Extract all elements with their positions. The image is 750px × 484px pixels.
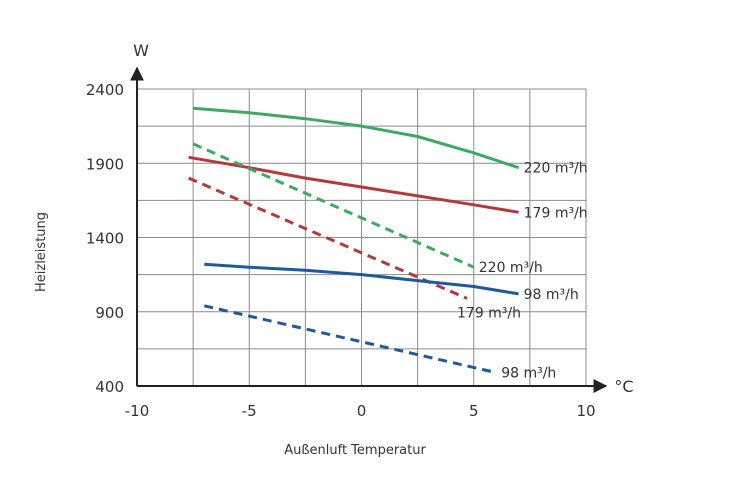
x-tick-label: 5 [469, 402, 479, 420]
y-tick-label: 400 [95, 378, 124, 396]
y-tick-label: 1400 [86, 230, 124, 248]
series-line [192, 142, 475, 269]
series-label: 98 m³/h [524, 287, 579, 303]
x-tick-label: -5 [242, 402, 257, 420]
series-label: 220 m³/h [479, 260, 543, 276]
series-label: 179 m³/h [457, 305, 521, 321]
y-tick-label: 2400 [86, 81, 124, 99]
series-label: 98 m³/h [501, 366, 556, 382]
x-unit-label: °C [614, 377, 633, 396]
y-axis-title: Heizleistung [34, 212, 49, 292]
y-tick-label: 1900 [86, 155, 124, 173]
series-line [192, 106, 520, 170]
y-unit-label: W [133, 41, 149, 60]
series-line [203, 304, 497, 375]
x-tick-label: 10 [576, 402, 595, 420]
series-line [188, 155, 519, 214]
series-label: 179 m³/h [524, 205, 588, 221]
series-layer [188, 106, 520, 375]
grid [137, 88, 587, 386]
y-tick-label: 900 [95, 304, 124, 322]
x-tick-label: -10 [125, 402, 150, 420]
x-axis-title: Außenluft Temperatur [284, 443, 426, 458]
series-label: 220 m³/h [524, 161, 588, 177]
tick-labels: -10 -5 0 5 10 400 900 1400 1900 2400 [86, 81, 596, 420]
axes [130, 66, 608, 393]
series-line [188, 176, 468, 300]
series-line [204, 262, 519, 296]
x-tick-label: 0 [357, 402, 367, 420]
